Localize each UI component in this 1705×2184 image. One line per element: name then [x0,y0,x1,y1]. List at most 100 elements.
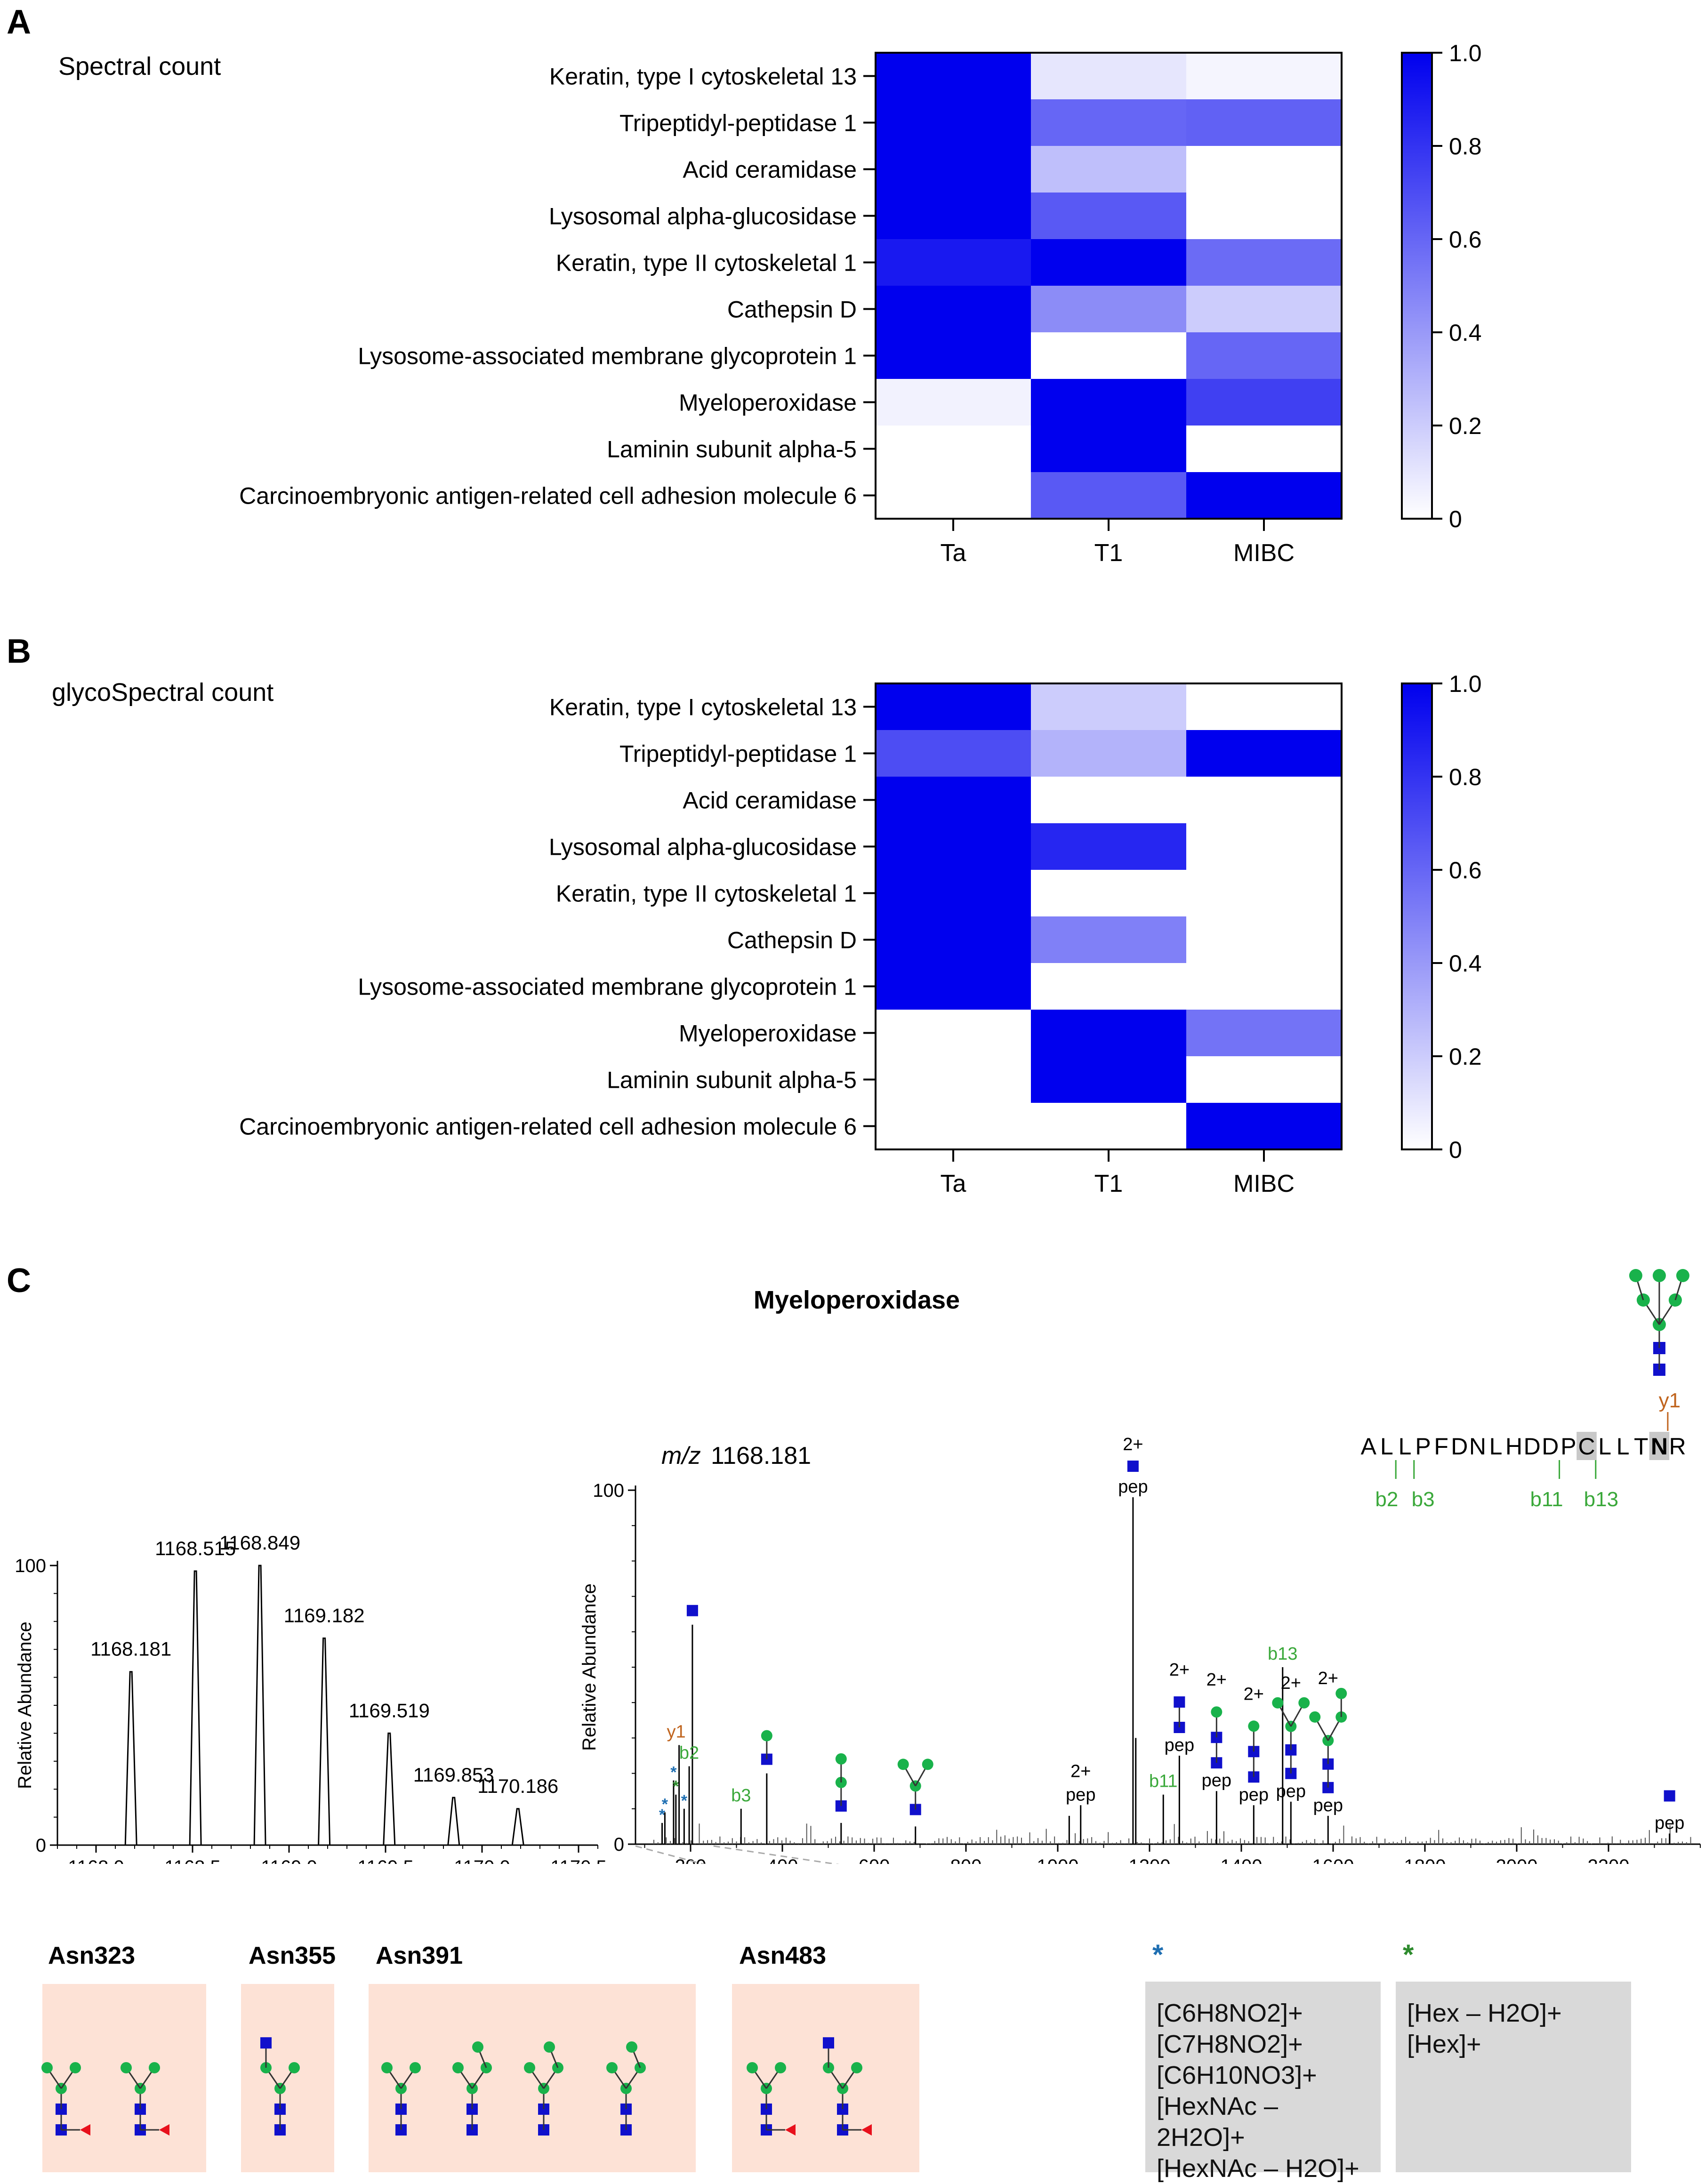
column-label: T1 [1094,539,1123,567]
charge-label: pep [1118,1477,1148,1497]
peak-label: 1168.515 [155,1537,236,1559]
heatmap-cell [876,777,1031,824]
x-tick-label: 1168.5 [164,1857,220,1864]
heatmap-cell [876,1056,1031,1103]
mannose-circle [121,2062,132,2073]
b-ion-label: b13 [1268,1644,1297,1664]
isotope-spectrum: 1168.0 1168.5 1169.0 1169.5 1170.0 1170.5 0 100… [15,1532,607,1864]
green-star-symbol: * [1403,1939,1414,1970]
column-label: Ta [941,1170,966,1197]
heatmap-cell [876,870,1031,917]
colorbar-tick-label: 0.2 [1449,413,1482,439]
heatmap-cell [1031,916,1187,964]
charge-label: 2+ [1318,1669,1338,1688]
heatmap-cell [1031,730,1187,777]
pep-label: pep [1655,1813,1684,1833]
heatmap-cell [876,683,1031,731]
residue: T [1634,1433,1649,1460]
colorbar-tick-label: 0.8 [1449,764,1482,790]
fucose-triangle [80,2124,90,2136]
mannose-circle [524,2062,535,2073]
residue: L [1598,1433,1611,1460]
x-tick-label: 1169.0 [261,1857,317,1864]
mannose-circle [1335,1687,1347,1699]
residue: F [1434,1433,1448,1460]
heatmap-cell [1186,870,1342,917]
charge-label: pep [1313,1796,1343,1815]
mannose-circle [626,2041,637,2053]
star-marker: * [670,1764,677,1782]
row-label: Laminin subunit alpha-5 [607,1067,857,1093]
y-tick-label: 100 [15,1556,46,1576]
heatmap-cell [1186,683,1342,731]
x-tick-label: 2000 [1496,1856,1538,1864]
heatmap-cell [1031,1056,1187,1103]
residue: R [1669,1433,1686,1460]
heatmap-cell [1186,286,1342,333]
mannose-circle [606,2062,618,2073]
site-label: Asn355 [249,1942,336,1969]
mannose-circle [1309,1711,1321,1723]
x-tick-label: 1800 [1404,1856,1446,1864]
heatmap-cell [1031,332,1187,379]
heatmap-cell [1186,777,1342,824]
x-tick-label: 1600 [1312,1856,1354,1864]
mannose-circle [452,2062,464,2073]
green-star-legend: [Hex – H2O]+ [Hex]+ [1396,1982,1631,2172]
heatmap-cell [1186,332,1342,379]
mannose-circle [1335,1711,1347,1723]
heatmap-cell [876,426,1031,473]
star-marker: * [659,1806,666,1824]
glcnac-square [1127,1461,1139,1472]
panel-c-letter: C [7,1262,31,1300]
colorbar-tick-label: 0 [1449,506,1462,532]
heatmap-cell [1031,870,1187,917]
heatmap-cell [1186,963,1342,1010]
row-label: Carcinoembryonic antigen-related cell ad… [239,483,857,509]
mannose-circle [761,1730,772,1742]
colorbar-tick-label: 0.4 [1449,950,1482,977]
row-label: Carcinoembryonic antigen-related cell ad… [239,1114,857,1140]
heatmap-cell [1031,823,1187,870]
fucose-triangle [785,2124,796,2136]
isotope-peak [124,1671,137,1846]
x-tick-label: 1169.5 [357,1857,413,1864]
blue-star-symbol: * [1152,1939,1164,1970]
mannose-circle [41,2062,53,2073]
y-ion-label: y1 [1659,1389,1681,1412]
heatmap-cell [1031,1010,1187,1057]
y-tick-label: 0 [614,1834,624,1855]
mannose-circle [410,2062,421,2073]
legend-item: [Hex – H2O]+ [1407,1999,1562,2027]
row-label: Keratin, type II cytoskeletal 1 [556,250,857,276]
legend-item: [C7H8NO2]+ [1157,2030,1303,2058]
star-marker: * [681,1792,688,1810]
heatmap-cell [1031,239,1187,286]
column-label: T1 [1094,1170,1123,1197]
heatmap-cell [1031,963,1187,1010]
mannose-circle [70,2062,81,2073]
heatmap-cell [1186,1103,1342,1150]
heatmap-cell [1031,1103,1187,1150]
legend-item: [C6H8NO2]+ [1157,1999,1303,2027]
x-tick-label: 600 [859,1856,890,1864]
row-label: Lysosomal alpha-glucosidase [549,203,857,230]
b-ion-label: b11 [1530,1488,1563,1511]
mannose-circle [1272,1697,1284,1709]
charge-label: 2+ [1206,1670,1227,1690]
mannose-circle [1211,1706,1222,1718]
column-label: MIBC [1233,1170,1295,1197]
site-glycan-box [732,1984,919,2172]
peak-label: 1169.182 [284,1604,365,1626]
charge-label: pep [1066,1785,1095,1805]
heatmap-cell [1186,1056,1342,1103]
isotope-peak [189,1570,202,1846]
x-tick-label: 1170.0 [454,1857,510,1864]
heatmap-cell [1031,99,1187,146]
row-label: Keratin, type II cytoskeletal 1 [556,881,857,907]
site-label: Asn483 [739,1942,826,1969]
y-tick-label: 0 [36,1835,46,1856]
heatmap-cell [1186,472,1342,519]
glcnac-square [1664,1790,1675,1802]
